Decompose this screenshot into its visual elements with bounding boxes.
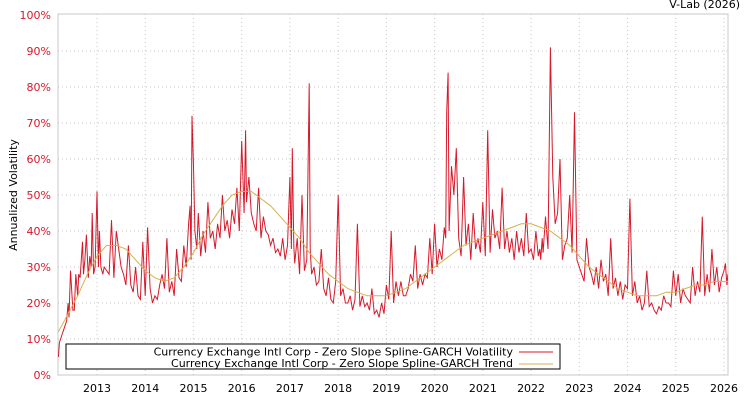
y-tick-label: 30% [27,261,51,274]
x-tick-label: 2013 [83,382,111,395]
grid-lines [58,14,728,375]
x-tick-label: 2019 [372,382,400,395]
x-tick-label: 2017 [276,382,304,395]
y-axis-ticks: 0% 10% 20% 30% 40% 50% 60% 70% 80% 90% 100% [20,9,51,382]
x-tick-label: 2023 [565,382,593,395]
y-tick-label: 0% [34,369,51,382]
x-tick-label: 2020 [421,382,449,395]
x-tick-label: 2016 [228,382,256,395]
y-tick-label: 50% [27,189,51,202]
x-tick-label: 2022 [517,382,545,395]
y-tick-label: 90% [27,45,51,58]
plot-frame [57,13,729,376]
y-tick-label: 70% [27,117,51,130]
y-tick-label: 40% [27,225,51,238]
legend-box [65,343,561,370]
trend-series-line [58,190,728,333]
x-tick-label: 2018 [324,382,352,395]
x-axis-ticks: 2013 2014 2015 2016 2017 2018 2019 2020 2021 2022… [83,382,738,395]
x-tick-label: 2014 [131,382,159,395]
x-tick-label: 2024 [614,382,642,395]
legend-label-trend: Currency Exchange Intl Corp - Zero Slope… [171,357,513,370]
source-credit: V-Lab (2026) [669,0,740,11]
y-tick-label: 60% [27,153,51,166]
x-tick-label: 2026 [710,382,738,395]
y-tick-label: 10% [27,333,51,346]
y-tick-label: 80% [27,81,51,94]
legend: Currency Exchange Intl Corp - Zero Slope… [65,343,561,370]
volatility-series-line [58,47,728,358]
y-tick-label: 100% [20,9,51,22]
x-tick-label: 2015 [179,382,207,395]
x-tick-label: 2021 [469,382,497,395]
legend-label-volatility: Currency Exchange Intl Corp - Zero Slope… [154,346,514,359]
y-axis-label: Annualized Volatility [7,139,20,251]
x-tick-label: 2025 [662,382,690,395]
y-tick-label: 20% [27,297,51,310]
